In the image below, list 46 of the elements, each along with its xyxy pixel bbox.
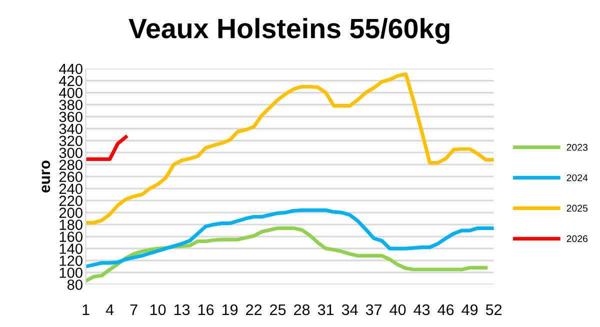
x-tick-label: 4 [106,304,114,316]
y-tick-label: 160 [60,232,82,242]
y-tick-label: 240 [59,184,82,194]
y-tick-label: 340 [59,124,82,134]
line-series [86,226,488,283]
y-tick-label: 380 [59,100,82,110]
y-tick-label: 180 [60,220,82,230]
legend-label: 2023 [566,144,588,151]
x-tick-label: 10 [150,304,166,316]
x-tick-label: 16 [198,304,214,316]
y-tick-label: 260 [59,172,82,182]
y-tick-label: 140 [60,244,82,254]
x-tick-label: 37 [366,304,382,316]
x-tick-label: 52 [486,304,502,316]
x-tick-label: 46 [438,304,454,316]
y-tick-label: 100 [60,268,82,278]
x-tick-label: 13 [174,304,190,316]
y-tick-label: 280 [59,160,82,170]
y-tick-label: 220 [59,196,82,206]
y-tick-label: 400 [59,88,82,98]
x-tick-label: 22 [246,304,262,316]
x-tick-label: 19 [222,304,238,316]
y-tick-label: 200 [59,208,82,218]
line-series [86,72,494,225]
legend-label: 2026 [566,235,588,242]
x-tick-label: 28 [294,304,310,316]
x-tick-label: 34 [342,304,358,316]
line-series [86,208,494,268]
legend-label: 2025 [566,204,588,212]
x-tick-label: 40 [390,304,406,316]
x-tick-label: 43 [414,304,430,316]
x-tick-label: 7 [130,304,138,316]
y-tick-label: 300 [59,148,82,158]
y-tick-label: 420 [59,76,82,86]
y-tick-label: 120 [60,256,82,266]
chart-title: Veaux Holsteins 55/60kg [128,18,450,44]
y-axis-title: euro [42,160,50,193]
y-tick-label: 320 [59,136,82,146]
y-tick-label: 80 [67,280,82,290]
y-tick-label: 440 [59,64,82,74]
legend-label: 2024 [566,174,588,182]
x-tick-label: 25 [270,304,286,316]
x-tick-label: 1 [82,304,90,316]
y-tick-label: 360 [59,112,82,122]
x-tick-label: 31 [318,304,334,316]
x-tick-label: 49 [462,304,478,316]
